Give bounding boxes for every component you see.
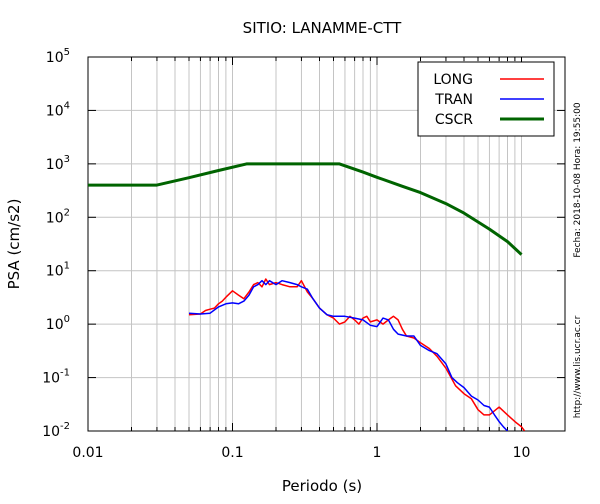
x-tick-label: 0.01 [72, 445, 103, 461]
legend-label-tran: TRAN [434, 92, 473, 108]
legend-label-long: LONG [433, 72, 473, 88]
x-tick-label: 1 [373, 445, 382, 461]
legend-label-cscr: CSCR [435, 112, 473, 128]
x-axis-label: Periodo (s) [282, 477, 362, 495]
y-tick-label: 105 [46, 47, 70, 66]
y-tick-label: 101 [46, 261, 70, 280]
side-text-url: http://www.lis.ucr.ac.cr [573, 315, 583, 418]
series-line-long [188, 278, 526, 431]
series-line-cscr [88, 162, 523, 256]
y-tick-label: 100 [46, 314, 70, 333]
y-axis-label: PSA (cm/s2) [5, 199, 23, 290]
y-tick-label: 10-1 [42, 368, 70, 387]
chart-title: SITIO: LANAMME-CTT [243, 19, 402, 37]
y-tick-label: 102 [46, 207, 70, 226]
side-text-date: Fecha: 2018-10-08 Hora: 19:55:00 [573, 102, 583, 258]
grid-lines [88, 57, 565, 431]
x-tick-label: 10 [513, 445, 531, 461]
y-tick-label: 103 [46, 154, 70, 173]
plot-frame [87, 56, 566, 432]
legend: LONG TRAN CSCR [417, 61, 555, 137]
x-tick-label: 0.1 [221, 445, 243, 461]
y-tick-label: 104 [46, 100, 70, 119]
series-line-tran [188, 279, 509, 431]
y-tick-label: 10-2 [42, 421, 70, 440]
